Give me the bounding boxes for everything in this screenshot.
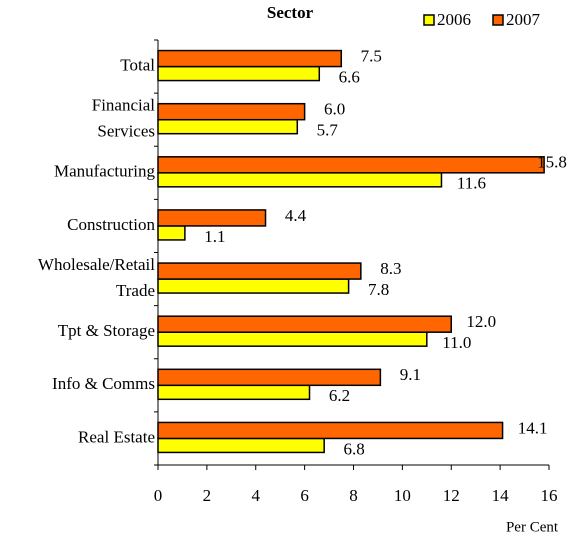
value-label: 11.6: [457, 174, 486, 193]
value-label: 8.3: [380, 259, 401, 278]
value-label: 6.6: [339, 67, 360, 86]
bar: [157, 49, 343, 68]
bar: [157, 209, 267, 227]
bar: [157, 421, 504, 440]
y-tick-label: Financial Services: [92, 96, 156, 141]
x-tick-label: 2: [203, 486, 212, 505]
value-label: 4.4: [285, 206, 307, 225]
bar: [157, 278, 350, 294]
value-label: 5.7: [317, 121, 339, 140]
bar: [157, 437, 325, 454]
bar: [157, 315, 452, 333]
value-label: 6.2: [329, 386, 350, 405]
value-label: 12.0: [466, 312, 496, 331]
y-tick-label: Info & Comms: [52, 374, 155, 393]
bar: [157, 331, 428, 347]
x-tick-label: 14: [492, 486, 510, 505]
legend-label: 2007: [506, 10, 541, 29]
legend-label: 2006: [437, 10, 471, 29]
y-tick-label: Construction: [67, 215, 155, 234]
bar: [157, 368, 382, 387]
x-tick-label: 0: [154, 486, 163, 505]
bar: [157, 102, 306, 121]
bar: [157, 262, 362, 280]
value-label: 1.1: [204, 227, 225, 246]
y-tick-label: Total: [120, 55, 155, 74]
value-label: 9.1: [400, 365, 421, 384]
x-tick-label: 6: [300, 486, 309, 505]
x-tick-label: 10: [394, 486, 411, 505]
value-label: 14.1: [518, 418, 548, 437]
legend-swatch: [492, 14, 504, 26]
bar: [157, 384, 311, 401]
x-axis-label: Per Cent: [506, 519, 559, 535]
x-tick-label: 12: [443, 486, 460, 505]
value-label: 6.0: [324, 100, 345, 119]
bar: [157, 118, 299, 135]
value-label: 7.5: [361, 46, 382, 65]
legend-swatch: [423, 14, 435, 26]
x-tick-label: 16: [541, 486, 558, 505]
y-tick-label: Wholesale/Retail Trade: [38, 255, 155, 300]
bar: [157, 156, 545, 174]
bar: [157, 172, 443, 188]
x-tick-label: 8: [349, 486, 358, 505]
value-label: 11.0: [442, 333, 471, 352]
chart-title: Sector: [267, 3, 314, 22]
bar: [157, 225, 186, 241]
value-label: 15.8: [537, 153, 567, 172]
y-tick-label: Tpt & Storage: [58, 321, 155, 340]
value-label: 7.8: [368, 280, 389, 299]
value-label: 6.8: [344, 439, 365, 458]
bar: [157, 65, 321, 82]
y-tick-label: Real Estate: [78, 427, 155, 446]
y-tick-label: Manufacturing: [54, 162, 156, 181]
x-tick-label: 4: [252, 486, 261, 505]
